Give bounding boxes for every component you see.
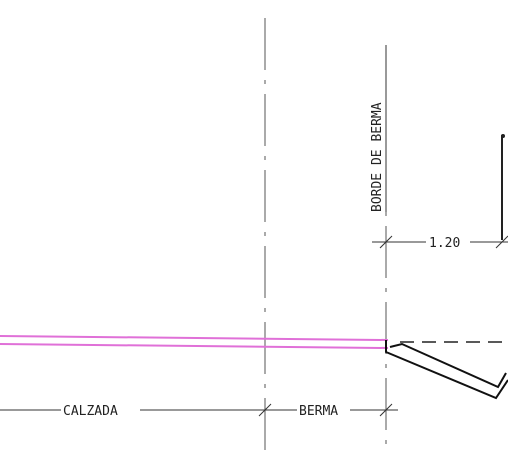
- ditch-outline-inner: [389, 342, 507, 389]
- shoulder-label: BERMA: [299, 404, 338, 419]
- carriageway-label: CALZADA: [63, 404, 118, 419]
- dimension-tick-right: [495, 235, 508, 249]
- curb-label: BORDE DE BERMA: [370, 102, 385, 212]
- road-surface-line-2: [0, 343, 389, 349]
- bottom-tick-1: [258, 403, 272, 417]
- bottom-tick-2: [379, 403, 393, 417]
- ditch-outline-outer: [385, 340, 508, 400]
- road-surface-line-1: [0, 335, 389, 341]
- dimension-tick-left: [379, 235, 393, 249]
- width-dimension-label: 1.20: [429, 236, 460, 251]
- wall-top-point: [501, 134, 505, 138]
